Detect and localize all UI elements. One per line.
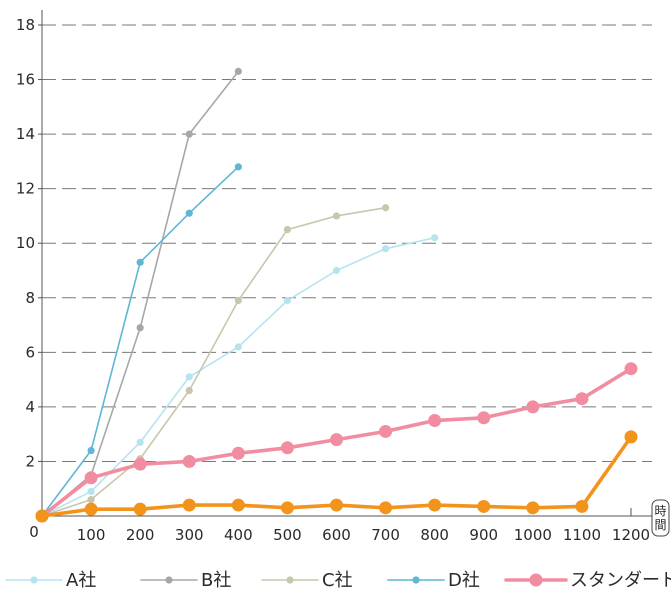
data-point (379, 501, 393, 515)
data-point (332, 212, 341, 220)
legend-label: B社 (201, 570, 231, 591)
y-tick-label: 8 (25, 289, 35, 307)
data-point (234, 163, 242, 171)
x-axis-unit: 時間 (651, 499, 670, 537)
series-line (41, 70, 240, 517)
legend-label: D社 (448, 570, 480, 591)
data-point (185, 386, 193, 395)
x-tick-label: 1200 (612, 526, 650, 544)
data-point (431, 234, 439, 242)
y-tick-label: 6 (25, 343, 35, 361)
series-3 (38, 163, 242, 520)
y-tick-label: 10 (16, 234, 35, 252)
data-point (87, 446, 95, 455)
y-tick-label: 16 (16, 71, 35, 89)
data-point (283, 225, 292, 234)
y-tick-label: 2 (25, 452, 35, 470)
data-point (526, 400, 540, 414)
series-5 (35, 430, 638, 523)
x-tick-label: 600 (322, 526, 351, 544)
legend-swatch-marker (529, 573, 543, 587)
data-point (234, 67, 242, 75)
data-point (84, 471, 98, 485)
legend-swatch-marker (30, 576, 38, 584)
data-point (231, 498, 245, 512)
data-point (381, 245, 390, 253)
legend-swatch-marker (286, 576, 294, 584)
axes (41, 10, 652, 517)
data-point (428, 498, 442, 512)
data-point (182, 454, 196, 468)
legend-label: C社 (322, 570, 353, 591)
data-point (575, 392, 589, 406)
data-point (280, 441, 294, 455)
legend: A社 B社 C社 D社 スタンダード (5, 570, 671, 591)
legend-item: スタンダード (504, 570, 671, 591)
y-tick-label: 4 (25, 398, 35, 416)
data-point (624, 430, 638, 444)
legend-swatch-marker (165, 576, 173, 584)
data-point (234, 296, 242, 305)
data-point (185, 373, 193, 381)
data-point (136, 258, 144, 266)
legend-item: C社 (261, 570, 353, 591)
tick-labels: 2 4 6 8 10 12 14 16 18 100 200 300 400 500 600 700 800 90… (16, 16, 650, 544)
x-tick-label: 300 (175, 526, 204, 544)
data-point (185, 209, 193, 217)
x-axis-unit-label: 時間 (654, 504, 666, 532)
legend-label: A社 (66, 570, 96, 591)
legend-label: スタンダード (570, 570, 671, 591)
data-point (428, 414, 442, 428)
data-point (84, 502, 98, 516)
data-point (133, 502, 147, 516)
x-axis-unit-frame (651, 499, 670, 537)
x-tick-label: 700 (371, 526, 400, 544)
data-point (526, 501, 540, 515)
data-point (231, 446, 245, 460)
legend-item: A社 (5, 570, 96, 591)
data-point (136, 438, 144, 446)
grid-lines (38, 24, 652, 462)
x-tick-label: 400 (224, 526, 253, 544)
data-point (182, 498, 196, 512)
data-point (379, 424, 393, 438)
y-tick-label: 14 (16, 125, 35, 143)
data-point (330, 433, 343, 447)
data-point (283, 296, 292, 305)
x-tick-label: 500 (273, 526, 302, 544)
data-point (381, 204, 390, 212)
origin-label: 0 (29, 523, 39, 541)
legend-item: D社 (387, 570, 480, 591)
data-point (35, 509, 49, 523)
y-tick-label: 12 (16, 180, 35, 198)
data-point (575, 499, 589, 513)
x-tick-label: 100 (77, 526, 106, 544)
x-tick-label: 800 (420, 526, 449, 544)
data-point (185, 130, 193, 138)
data-point (87, 496, 95, 504)
data-point (280, 501, 294, 515)
series-line (41, 206, 387, 517)
data-point (87, 487, 95, 496)
data-point (477, 411, 491, 425)
series-4 (35, 362, 638, 523)
data-point (330, 498, 343, 512)
legend-item: B社 (140, 570, 231, 591)
x-tick-label: 900 (469, 526, 498, 544)
series-group (35, 67, 638, 523)
data-point (332, 266, 341, 275)
data-point (624, 362, 638, 376)
legend-swatch-marker (412, 576, 420, 584)
x-tick-label: 1000 (514, 526, 552, 544)
x-tick-label: 200 (126, 526, 155, 544)
y-tick-label: 18 (16, 16, 35, 34)
series-1 (38, 67, 242, 520)
data-point (477, 499, 491, 513)
data-point (136, 324, 144, 332)
x-tick-label: 1100 (563, 526, 601, 544)
data-point (133, 457, 147, 471)
data-point (234, 343, 242, 351)
